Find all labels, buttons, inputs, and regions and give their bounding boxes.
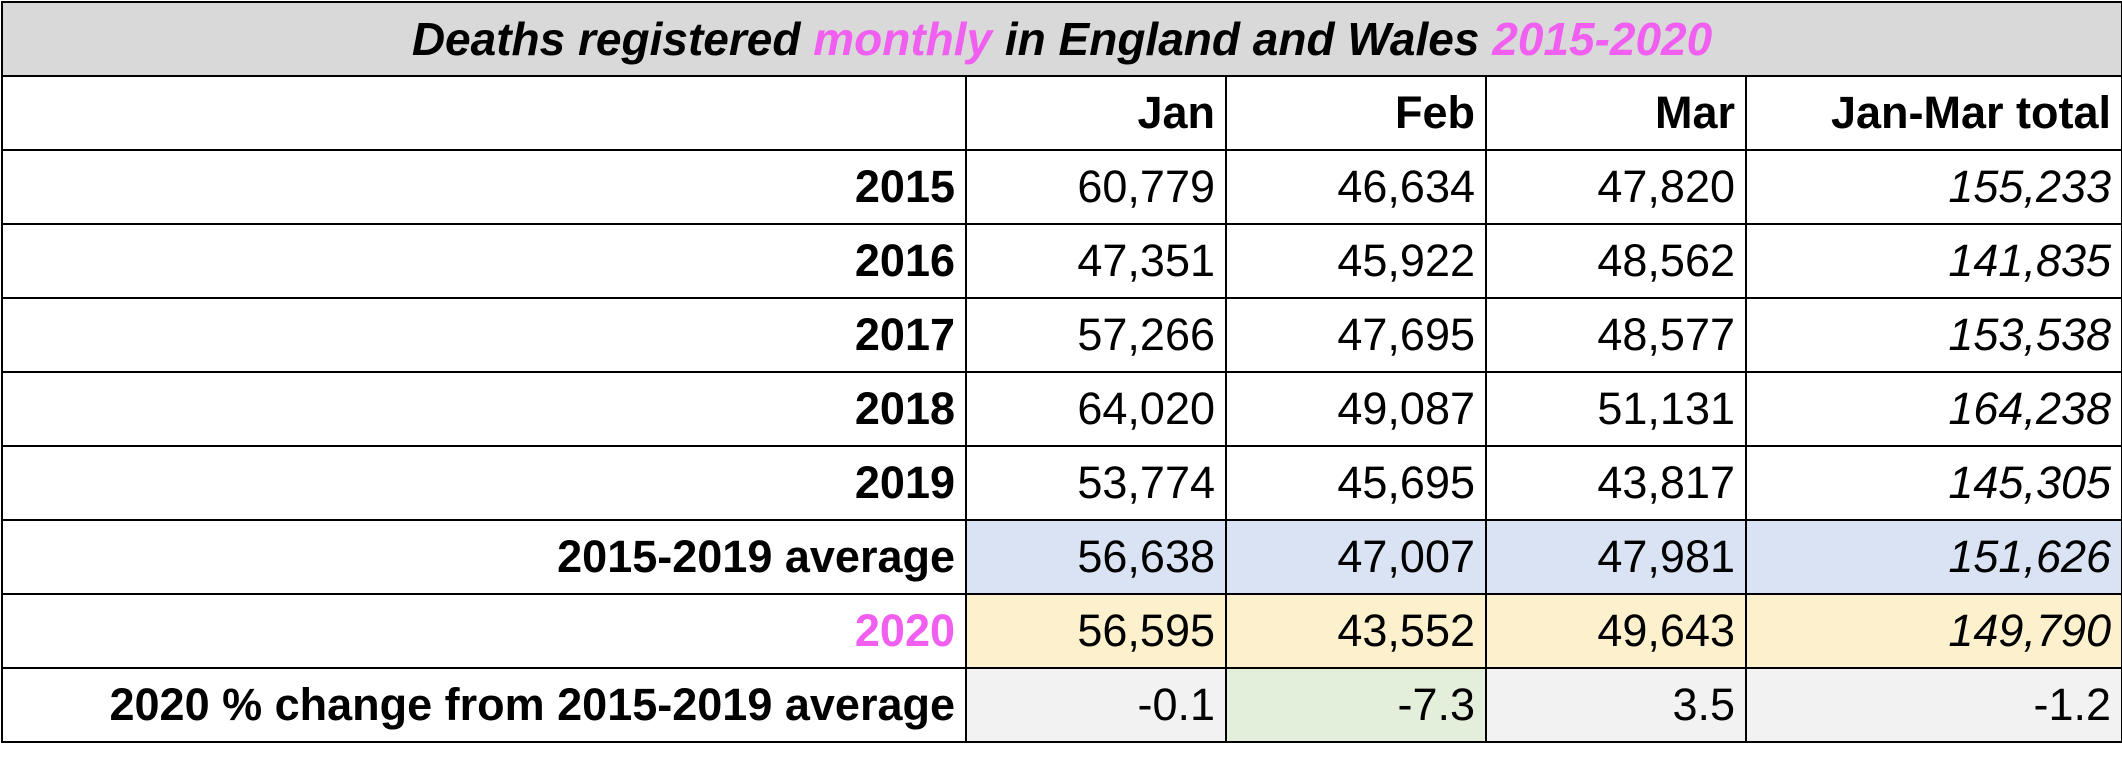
cell-jan[interactable]: 64,020 bbox=[965, 371, 1227, 447]
title-row: Deaths registered monthly in England and… bbox=[0, 1, 2122, 77]
cell-feb[interactable]: -7.3 bbox=[1225, 667, 1487, 743]
cell-mar[interactable]: 43,817 bbox=[1485, 445, 1747, 521]
table-row: 2018 64,020 49,087 51,131 164,238 bbox=[1, 371, 2122, 447]
header-cell-label[interactable] bbox=[1, 75, 967, 151]
table-title[interactable]: Deaths registered monthly in England and… bbox=[0, 1, 2122, 77]
cell-feb[interactable]: 46,634 bbox=[1225, 149, 1487, 225]
cell-feb[interactable]: 45,922 bbox=[1225, 223, 1487, 299]
cell-jan[interactable]: 56,638 bbox=[965, 519, 1227, 595]
cell-mar[interactable]: 47,981 bbox=[1485, 519, 1747, 595]
cell-jan[interactable]: 56,595 bbox=[965, 593, 1227, 669]
percent-change-row: 2020 % change from 2015-2019 average -0.… bbox=[1, 667, 2122, 743]
cell-jan[interactable]: 60,779 bbox=[965, 149, 1227, 225]
cell-mar[interactable]: 47,820 bbox=[1485, 149, 1747, 225]
row-label[interactable]: 2018 bbox=[1, 371, 967, 447]
cell-feb[interactable]: 47,007 bbox=[1225, 519, 1487, 595]
cell-feb[interactable]: 49,087 bbox=[1225, 371, 1487, 447]
cell-total[interactable]: 164,238 bbox=[1744, 371, 2122, 447]
cell-jan[interactable]: -0.1 bbox=[965, 667, 1227, 743]
cell-mar[interactable]: 48,577 bbox=[1485, 297, 1747, 373]
cell-total[interactable]: 141,835 bbox=[1744, 223, 2122, 299]
title-part1: Deaths registered bbox=[411, 13, 814, 65]
header-cell-feb[interactable]: Feb bbox=[1225, 75, 1487, 151]
cell-mar[interactable]: 48,562 bbox=[1485, 223, 1747, 299]
cell-total[interactable]: 149,790 bbox=[1744, 593, 2122, 669]
title-highlight-years: 2015-2020 bbox=[1492, 13, 1713, 65]
row-label[interactable]: 2020 bbox=[1, 593, 967, 669]
cell-feb[interactable]: 45,695 bbox=[1225, 445, 1487, 521]
cell-total[interactable]: -1.2 bbox=[1744, 667, 2122, 743]
cell-jan[interactable]: 53,774 bbox=[965, 445, 1227, 521]
row-label[interactable]: 2019 bbox=[1, 445, 967, 521]
row-label[interactable]: 2020 % change from 2015-2019 average bbox=[1, 667, 967, 743]
table-row: 2015 60,779 46,634 47,820 155,233 bbox=[1, 149, 2122, 225]
row-label[interactable]: 2015-2019 average bbox=[1, 519, 967, 595]
table-row: 2017 57,266 47,695 48,577 153,538 bbox=[1, 297, 2122, 373]
title-part2: in England and Wales bbox=[992, 13, 1493, 65]
average-row: 2015-2019 average 56,638 47,007 47,981 1… bbox=[1, 519, 2122, 595]
table-row: 2019 53,774 45,695 43,817 145,305 bbox=[1, 445, 2122, 521]
title-highlight-monthly: monthly bbox=[813, 13, 993, 65]
cell-total[interactable]: 145,305 bbox=[1744, 445, 2122, 521]
current-year-row: 2020 56,595 43,552 49,643 149,790 bbox=[1, 593, 2122, 669]
table-row: 2016 47,351 45,922 48,562 141,835 bbox=[1, 223, 2122, 299]
row-label[interactable]: 2015 bbox=[1, 149, 967, 225]
row-label[interactable]: 2016 bbox=[1, 223, 967, 299]
header-cell-total[interactable]: Jan-Mar total bbox=[1744, 75, 2122, 151]
cell-total[interactable]: 155,233 bbox=[1744, 149, 2122, 225]
cell-feb[interactable]: 43,552 bbox=[1225, 593, 1487, 669]
deaths-table: Deaths registered monthly in England and… bbox=[0, 1, 2122, 743]
cell-feb[interactable]: 47,695 bbox=[1225, 297, 1487, 373]
cell-mar[interactable]: 49,643 bbox=[1485, 593, 1747, 669]
cell-jan[interactable]: 57,266 bbox=[965, 297, 1227, 373]
header-cell-mar[interactable]: Mar bbox=[1485, 75, 1747, 151]
row-label[interactable]: 2017 bbox=[1, 297, 967, 373]
cell-mar[interactable]: 51,131 bbox=[1485, 371, 1747, 447]
cell-mar[interactable]: 3.5 bbox=[1485, 667, 1747, 743]
cell-total[interactable]: 153,538 bbox=[1744, 297, 2122, 373]
cell-total[interactable]: 151,626 bbox=[1744, 519, 2122, 595]
header-row: Jan Feb Mar Jan-Mar total bbox=[1, 75, 2122, 151]
cell-jan[interactable]: 47,351 bbox=[965, 223, 1227, 299]
header-cell-jan[interactable]: Jan bbox=[965, 75, 1227, 151]
